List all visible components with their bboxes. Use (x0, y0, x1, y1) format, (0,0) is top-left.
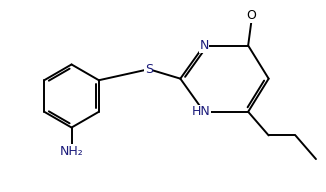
Text: N: N (199, 39, 209, 52)
Text: S: S (145, 63, 153, 76)
Text: O: O (246, 9, 256, 22)
Text: HN: HN (191, 105, 210, 118)
Text: NH₂: NH₂ (60, 145, 83, 158)
